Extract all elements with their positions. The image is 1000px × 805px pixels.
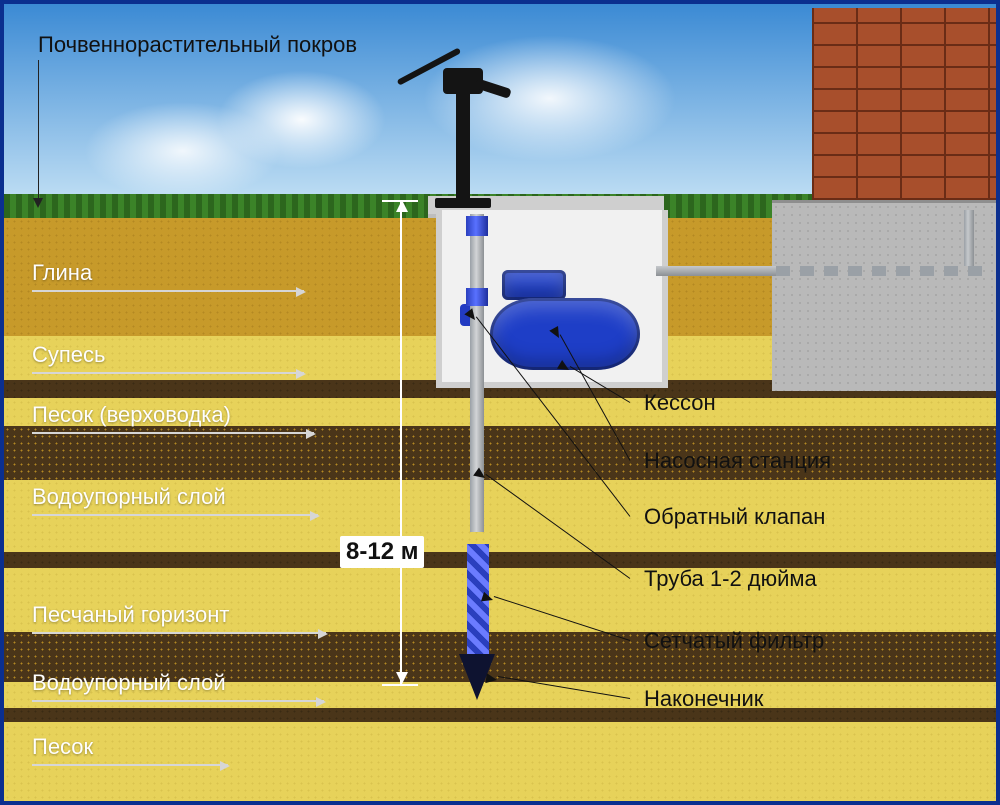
leader-topsoil-arrow xyxy=(33,198,43,208)
depth-text: 8-12 м xyxy=(340,536,424,568)
label-tip: Наконечник xyxy=(644,686,763,712)
leader-soil-sand xyxy=(32,764,228,766)
pump-tank xyxy=(490,298,640,370)
buried-pipe xyxy=(776,266,990,276)
depth-cap-top xyxy=(382,200,418,202)
depth-cap-bottom xyxy=(382,684,418,686)
label-soil-upper-sand: Песок (верховодка) xyxy=(32,402,231,428)
label-pump: Насосная станция xyxy=(644,448,831,474)
leader-soil-aquitard-1 xyxy=(32,514,318,516)
soil-layer-aquitard-1 xyxy=(4,426,996,480)
diagram-stage: Почвеннорастительный покров Глина Супесь Пе… xyxy=(0,0,1000,805)
label-soil-loam: Супесь xyxy=(32,342,106,368)
label-soil-sand: Песок xyxy=(32,734,93,760)
leader-soil-aquitard-2 xyxy=(32,700,324,702)
pump-motor xyxy=(502,270,566,300)
leader-tip-arrow xyxy=(485,673,497,685)
label-caisson: Кессон xyxy=(644,390,716,416)
pipe-vertical-into-house xyxy=(964,210,974,266)
lateral-pipe xyxy=(656,266,776,276)
leader-topsoil xyxy=(38,60,39,200)
label-valve: Обратный клапан xyxy=(644,504,825,530)
dark-band-2 xyxy=(4,708,996,722)
depth-indicator xyxy=(400,200,402,684)
leader-soil-sand-horizon xyxy=(32,632,326,634)
leader-soil-loam xyxy=(32,372,304,374)
pipe-coupling-mid xyxy=(466,288,488,306)
leader-soil-clay xyxy=(32,290,304,292)
handpump-base xyxy=(435,198,491,208)
label-pipe: Труба 1-2 дюйма xyxy=(644,566,817,592)
dark-band-1 xyxy=(4,552,996,568)
label-soil-sand-horizon: Песчаный горизонт xyxy=(32,602,229,628)
label-soil-aquitard-2: Водоупорный слой xyxy=(32,670,226,696)
brick-wall xyxy=(812,8,1000,200)
riser-pipe xyxy=(470,214,484,532)
label-filter: Сетчатый фильтр xyxy=(644,628,824,654)
label-soil-aquitard-1: Водоупорный слой xyxy=(32,484,226,510)
leader-soil-upper-sand xyxy=(32,432,314,434)
handpump-column xyxy=(456,90,470,198)
label-topsoil: Почвеннорастительный покров xyxy=(38,32,357,58)
label-soil-clay: Глина xyxy=(32,260,92,286)
pipe-coupling-top xyxy=(466,216,488,236)
